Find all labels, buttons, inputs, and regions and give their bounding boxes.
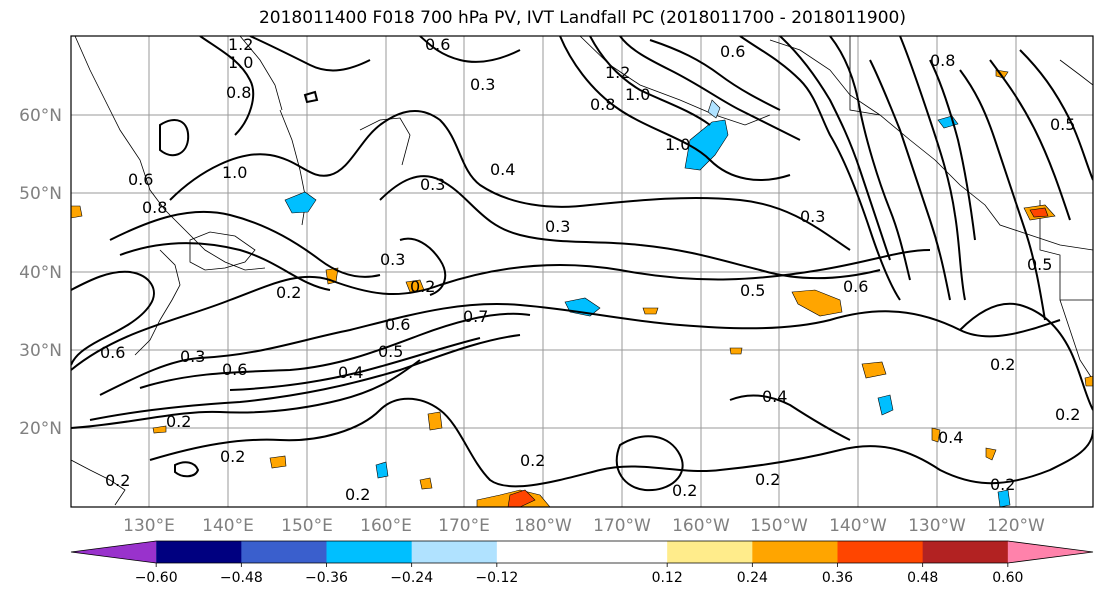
lon-label: 130°E <box>123 516 175 536</box>
gridlines <box>71 36 1093 507</box>
coastlines <box>71 36 1093 506</box>
contour-label: 0.2 <box>166 412 191 431</box>
contour-labels: 1.2 0.6 1.0 0.8 0.6 1.0 0.8 0.6 0.8 0.3 … <box>100 35 1080 504</box>
lon-label: 140°E <box>202 516 254 536</box>
contour-label: 0.3 <box>470 75 495 94</box>
contour-label: 0.2 <box>276 283 301 302</box>
colorbar-segment <box>752 541 838 563</box>
contour-label: 0.2 <box>410 277 435 296</box>
contour-label: 0.2 <box>755 470 780 489</box>
map-title: 2018011400 F018 700 hPa PV, IVT Landfall… <box>258 8 906 28</box>
colorbar-extend-max <box>1007 541 1093 563</box>
contour-label: 0.4 <box>938 428 963 447</box>
contour-label: 0.2 <box>105 471 130 490</box>
contour-label: 0.6 <box>385 315 410 334</box>
contour-label: 0.4 <box>338 363 363 382</box>
lon-label: 160°W <box>672 516 730 536</box>
contour-label: 0.7 <box>463 307 488 326</box>
contour-label: 0.6 <box>128 170 153 189</box>
contour-label: 0.8 <box>930 51 955 70</box>
colorbar-extend-min <box>71 541 157 563</box>
map-panel: 1.2 0.6 1.0 0.8 0.6 1.0 0.8 0.6 0.8 0.3 … <box>70 35 1094 508</box>
contour-label: 0.6 <box>425 35 450 54</box>
lon-label: 180°W <box>514 516 572 536</box>
colorbar-segment <box>582 541 668 563</box>
shaded-regions <box>71 69 1093 507</box>
contour-label: 0.5 <box>378 342 403 361</box>
colorbar-segment <box>326 541 413 563</box>
lon-label: 150°W <box>750 516 808 536</box>
lon-label: 150°E <box>281 516 333 536</box>
contour-label: 0.8 <box>590 95 615 114</box>
contour-label: 0.3 <box>420 175 445 194</box>
contour-label: 0.4 <box>762 387 787 406</box>
lat-label: 30°N <box>19 341 62 361</box>
pv-contours <box>71 36 1093 492</box>
colorbar-tick-label: 0.36 <box>822 570 853 586</box>
contour-label: 0.2 <box>520 451 545 470</box>
lon-label: 140°W <box>829 516 887 536</box>
colorbar: −0.60 −0.48 −0.36 −0.24 −0.12 0.12 0.24 0.36 0.4… <box>70 540 1094 586</box>
contour-label: 0.3 <box>180 347 205 366</box>
contour-label: 0.2 <box>672 481 697 500</box>
contour-label: 0.3 <box>380 250 405 269</box>
contour-label: 0.6 <box>100 343 125 362</box>
lat-label: 40°N <box>19 263 62 283</box>
colorbar-segment <box>241 541 327 563</box>
contour-label: 0.2 <box>345 485 370 504</box>
lon-label: 170°W <box>593 516 651 536</box>
contour-label: 0.4 <box>490 160 515 179</box>
lon-label: 130°W <box>908 516 966 536</box>
contour-label: 0.2 <box>220 447 245 466</box>
colorbar-segment <box>922 541 1009 563</box>
latitude-labels: 60°N 50°N 40°N 30°N 20°N <box>19 106 62 439</box>
colorbar-tick-label: 0.24 <box>737 570 768 586</box>
contour-label: 1.0 <box>625 85 650 104</box>
colorbar-tick-label: 0.48 <box>907 570 938 586</box>
colorbar-tick-label: −0.36 <box>305 570 348 586</box>
colorbar-tick-label: 0.60 <box>992 570 1023 586</box>
lon-label: 170°E <box>438 516 490 536</box>
contour-label: 0.5 <box>740 281 765 300</box>
colorbar-tick-label: 0.12 <box>652 570 683 586</box>
contour-label: 0.6 <box>720 42 745 61</box>
colorbar-segment <box>496 541 583 563</box>
colorbar-tick-label: −0.12 <box>475 570 518 586</box>
colorbar-segment <box>667 541 753 563</box>
contour-label: 0.8 <box>226 83 251 102</box>
contour-label: 0.8 <box>142 198 167 217</box>
contour-label: 0.6 <box>222 360 247 379</box>
contour-label: 1.0 <box>228 53 253 72</box>
contour-label: 0.2 <box>990 355 1015 374</box>
colorbar-tick-label: −0.24 <box>390 570 433 586</box>
lat-label: 60°N <box>19 106 62 126</box>
lon-label: 160°E <box>360 516 412 536</box>
contour-label: 0.2 <box>1055 405 1080 424</box>
contour-label: 0.3 <box>545 217 570 236</box>
lat-label: 50°N <box>19 184 62 204</box>
map-frame <box>70 35 1094 508</box>
colorbar-segment <box>837 541 924 563</box>
contour-label: 0.5 <box>1050 115 1075 134</box>
contour-label: 1.2 <box>228 35 253 54</box>
lon-label: 120°W <box>987 516 1045 536</box>
colorbar-tick-label: −0.48 <box>220 570 263 586</box>
colorbar-segment <box>411 541 498 563</box>
contour-label: 0.2 <box>990 475 1015 494</box>
contour-label: 1.2 <box>605 63 630 82</box>
contour-label: 0.6 <box>843 277 868 296</box>
longitude-labels: 130°E 140°E 150°E 160°E 170°E 180°W 170°… <box>123 516 1045 536</box>
lat-label: 20°N <box>19 419 62 439</box>
contour-label: 1.0 <box>222 163 247 182</box>
contour-label: 1.0 <box>665 135 690 154</box>
contour-label: 0.3 <box>800 207 825 226</box>
contour-label: 0.5 <box>1027 255 1052 274</box>
colorbar-tick-label: −0.60 <box>135 570 178 586</box>
colorbar-segment <box>156 541 242 563</box>
